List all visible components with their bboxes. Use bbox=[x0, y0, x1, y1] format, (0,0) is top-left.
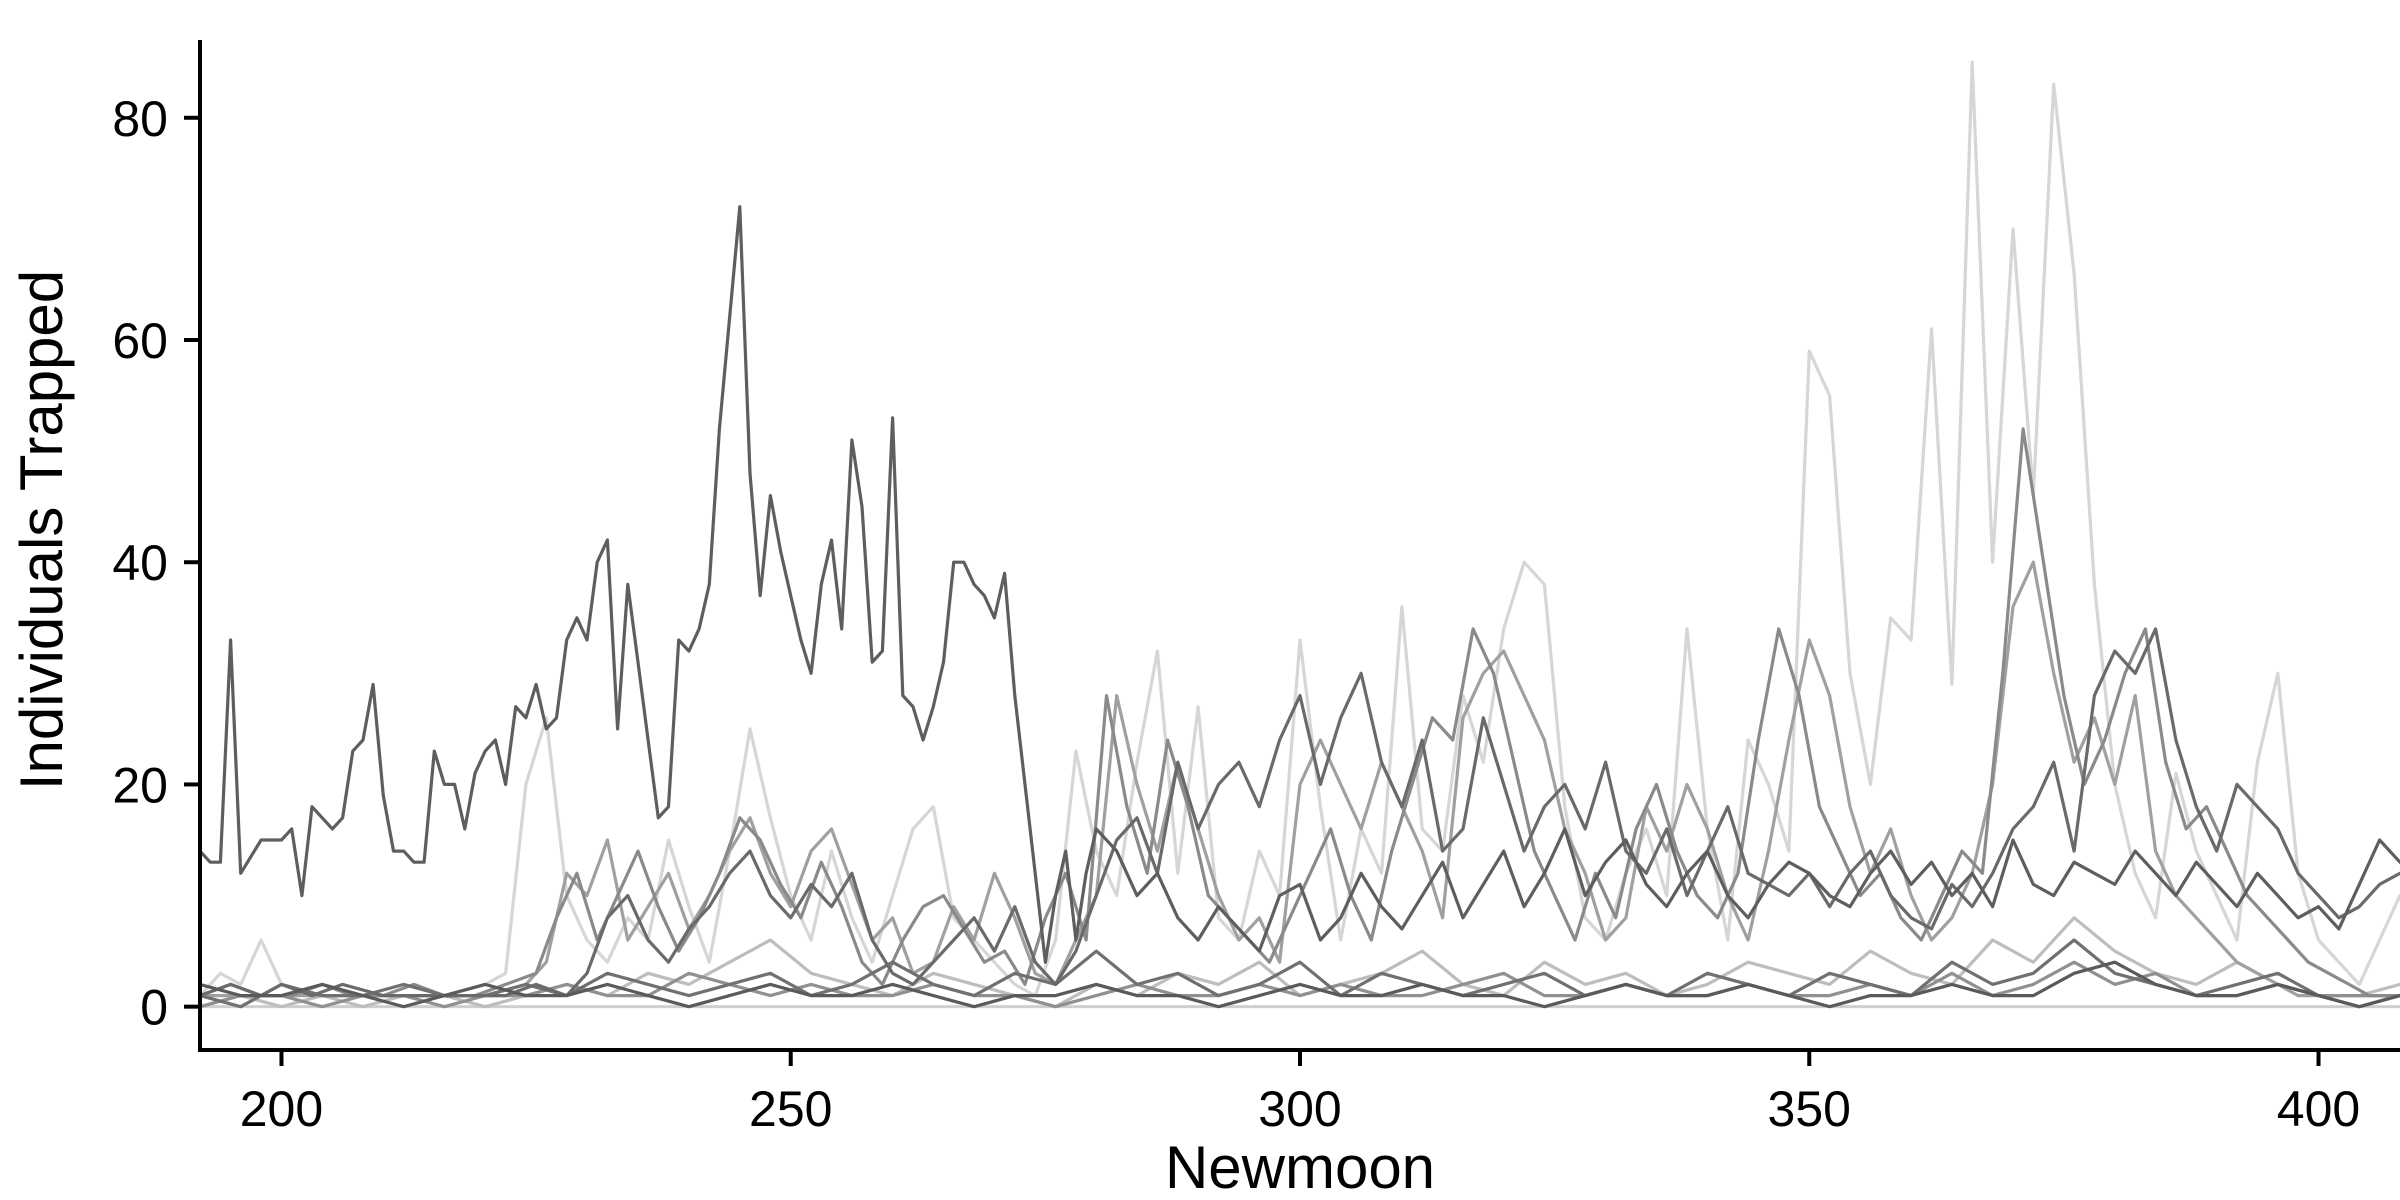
y-tick-label: 80 bbox=[112, 91, 168, 147]
x-tick-label: 400 bbox=[2277, 1081, 2360, 1137]
series-layer bbox=[198, 60, 2400, 1009]
y-axis-title: Individuals Trapped bbox=[8, 270, 75, 790]
x-tick-label: 250 bbox=[749, 1081, 832, 1137]
series-line-3 bbox=[198, 427, 2400, 998]
series-line-8 bbox=[198, 960, 2400, 1009]
x-tick-label: 300 bbox=[1258, 1081, 1341, 1137]
x-tick-label: 350 bbox=[1768, 1081, 1851, 1137]
series-line-2 bbox=[198, 627, 2400, 998]
y-axis-ticks: 0 20 40 60 80 bbox=[112, 91, 200, 1036]
y-tick-label: 60 bbox=[112, 313, 168, 369]
x-tick-label: 200 bbox=[240, 1081, 323, 1137]
series-line-4 bbox=[198, 560, 2400, 998]
y-tick-label: 20 bbox=[112, 757, 168, 813]
series-line-9 bbox=[198, 960, 2400, 1009]
series-line-1 bbox=[198, 205, 2400, 964]
x-axis-title: Newmoon bbox=[1165, 1134, 1435, 1200]
x-axis-ticks: 200 250 300 350 400 bbox=[240, 1050, 2360, 1137]
series-line-5 bbox=[198, 60, 2400, 998]
y-tick-label: 40 bbox=[112, 535, 168, 591]
y-tick-label: 0 bbox=[140, 980, 168, 1036]
